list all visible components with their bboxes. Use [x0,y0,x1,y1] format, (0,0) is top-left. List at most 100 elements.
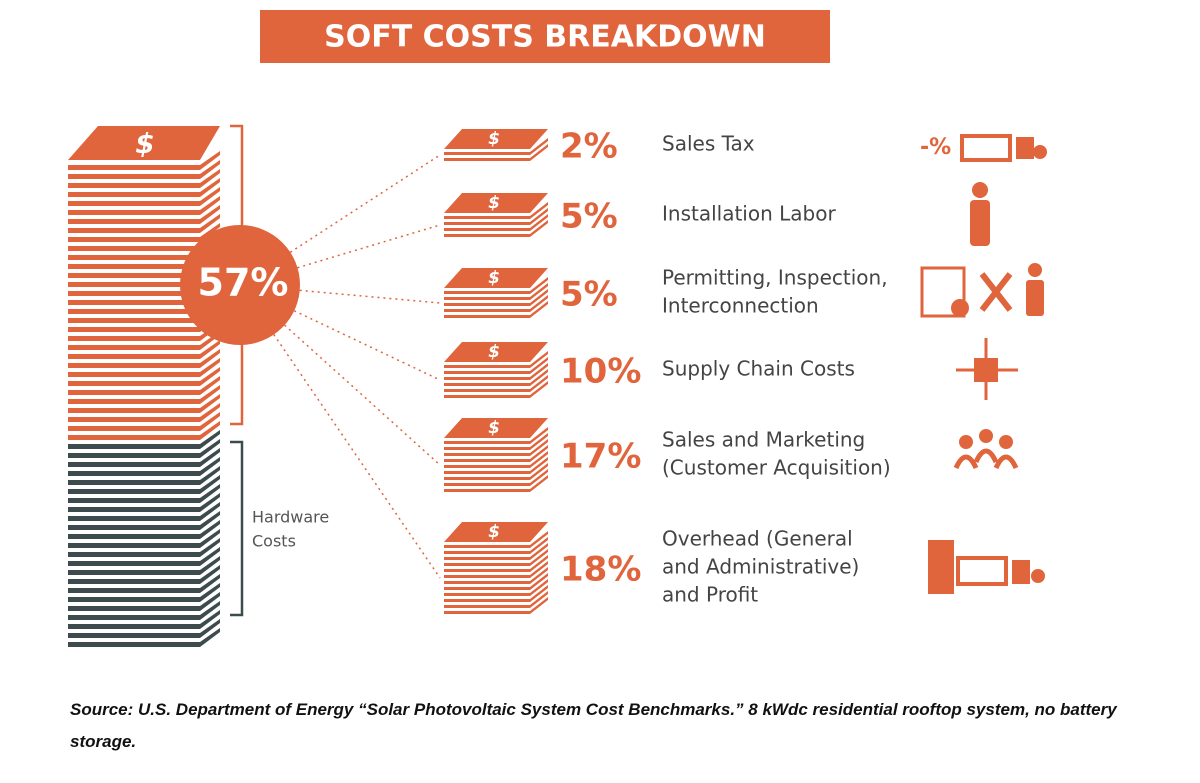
hardware-label: Costs [252,532,296,551]
percent: 10% [560,352,641,392]
currency-symbol: $ [488,418,500,438]
percent: 18% [560,550,641,590]
mini-slab [444,295,548,312]
item-label: (Customer Acquisition) [662,456,891,480]
stack-slab [68,169,220,188]
stack-slab [68,619,220,638]
stack-slab [68,358,220,377]
stack-slab [68,151,220,170]
stack-slab [68,376,220,395]
mini-slab [444,555,548,572]
mini-stack-top [444,129,548,149]
mini-stack-top [444,342,548,362]
icon [1026,280,1044,316]
stack-slab [68,331,220,350]
stack-slab [68,556,220,575]
icon [959,435,973,449]
stack-slab [68,511,220,530]
stack-slab [68,322,220,341]
stack-slab [68,304,220,323]
mini-slab [444,369,548,386]
currency-symbol: $ [488,342,500,362]
mini-slab [444,597,548,614]
icon [979,272,1013,312]
stack-slab [68,223,220,242]
mini-slab [444,549,548,566]
stack-slab [68,403,220,422]
stack-slab [68,187,220,206]
percent: 17% [560,437,641,477]
stack-slab [68,457,220,476]
mini-slab [444,283,548,300]
stack-slab [68,349,220,368]
currency-symbol: $ [488,129,500,149]
icon [960,134,1012,162]
stack-slab [68,340,220,359]
tax-icon-text: -% [920,135,951,160]
mini-slab [444,463,548,480]
icon [979,429,993,443]
stack-slab [68,520,220,539]
item-label: Sales Tax [662,132,755,156]
stack-slab [68,250,220,269]
stack-slab [68,394,220,413]
stack-slab [68,313,220,332]
stack-slab [68,529,220,548]
stack-slab [68,565,220,584]
stack-slab [68,385,220,404]
stack-slab [68,601,220,620]
mini-slab [444,475,548,492]
mini-slab [444,375,548,392]
icon [1033,145,1047,159]
icon [956,556,1008,586]
mini-slab [444,144,548,161]
stack-slab [68,448,220,467]
item-label: Sales and Marketing [662,428,865,452]
icon [1012,560,1030,584]
currency-symbol: $ [488,522,500,542]
mini-slab [444,351,548,368]
mini-slab [444,427,548,444]
item-label: Interconnection [662,294,819,318]
mini-slab [444,301,548,318]
stack-slab [68,178,220,197]
mini-slab [444,573,548,590]
icon [974,358,998,382]
mini-slab [444,451,548,468]
title: SOFT COSTS BREAKDOWN [324,20,766,55]
stack-slab [68,241,220,260]
mini-slab [444,208,548,225]
bracket [230,440,244,617]
percent: 5% [560,275,618,315]
mini-slab [444,457,548,474]
icon [970,200,990,246]
connector [239,284,441,579]
percent: 2% [560,127,618,167]
stack-slab [68,466,220,485]
stack-slab [68,421,220,440]
stack-slab [68,430,220,449]
mini-slab [444,202,548,219]
currency-symbol: $ [135,127,154,160]
mini-slab [444,439,548,456]
currency-symbol: $ [488,193,500,213]
source-note: Source: U.S. Department of Energy “Solar… [70,700,1117,751]
item-label: Overhead (General [662,527,853,551]
mini-slab [444,445,548,462]
mini-slab [444,433,548,450]
item-label: Permitting, Inspection, [662,266,888,290]
icon [1016,137,1034,159]
item-label: and Profit [662,583,758,607]
icon [1031,569,1045,583]
hardware-label: Hardware [252,508,329,527]
stack-slab [68,412,220,431]
stack-slab [68,628,220,647]
icon [993,454,1019,470]
total-percent: 57% [198,261,289,305]
mini-slab [444,561,548,578]
stack-slab [68,196,220,215]
mini-slab [444,531,548,548]
stack-slab [68,367,220,386]
stack-slab [68,592,220,611]
